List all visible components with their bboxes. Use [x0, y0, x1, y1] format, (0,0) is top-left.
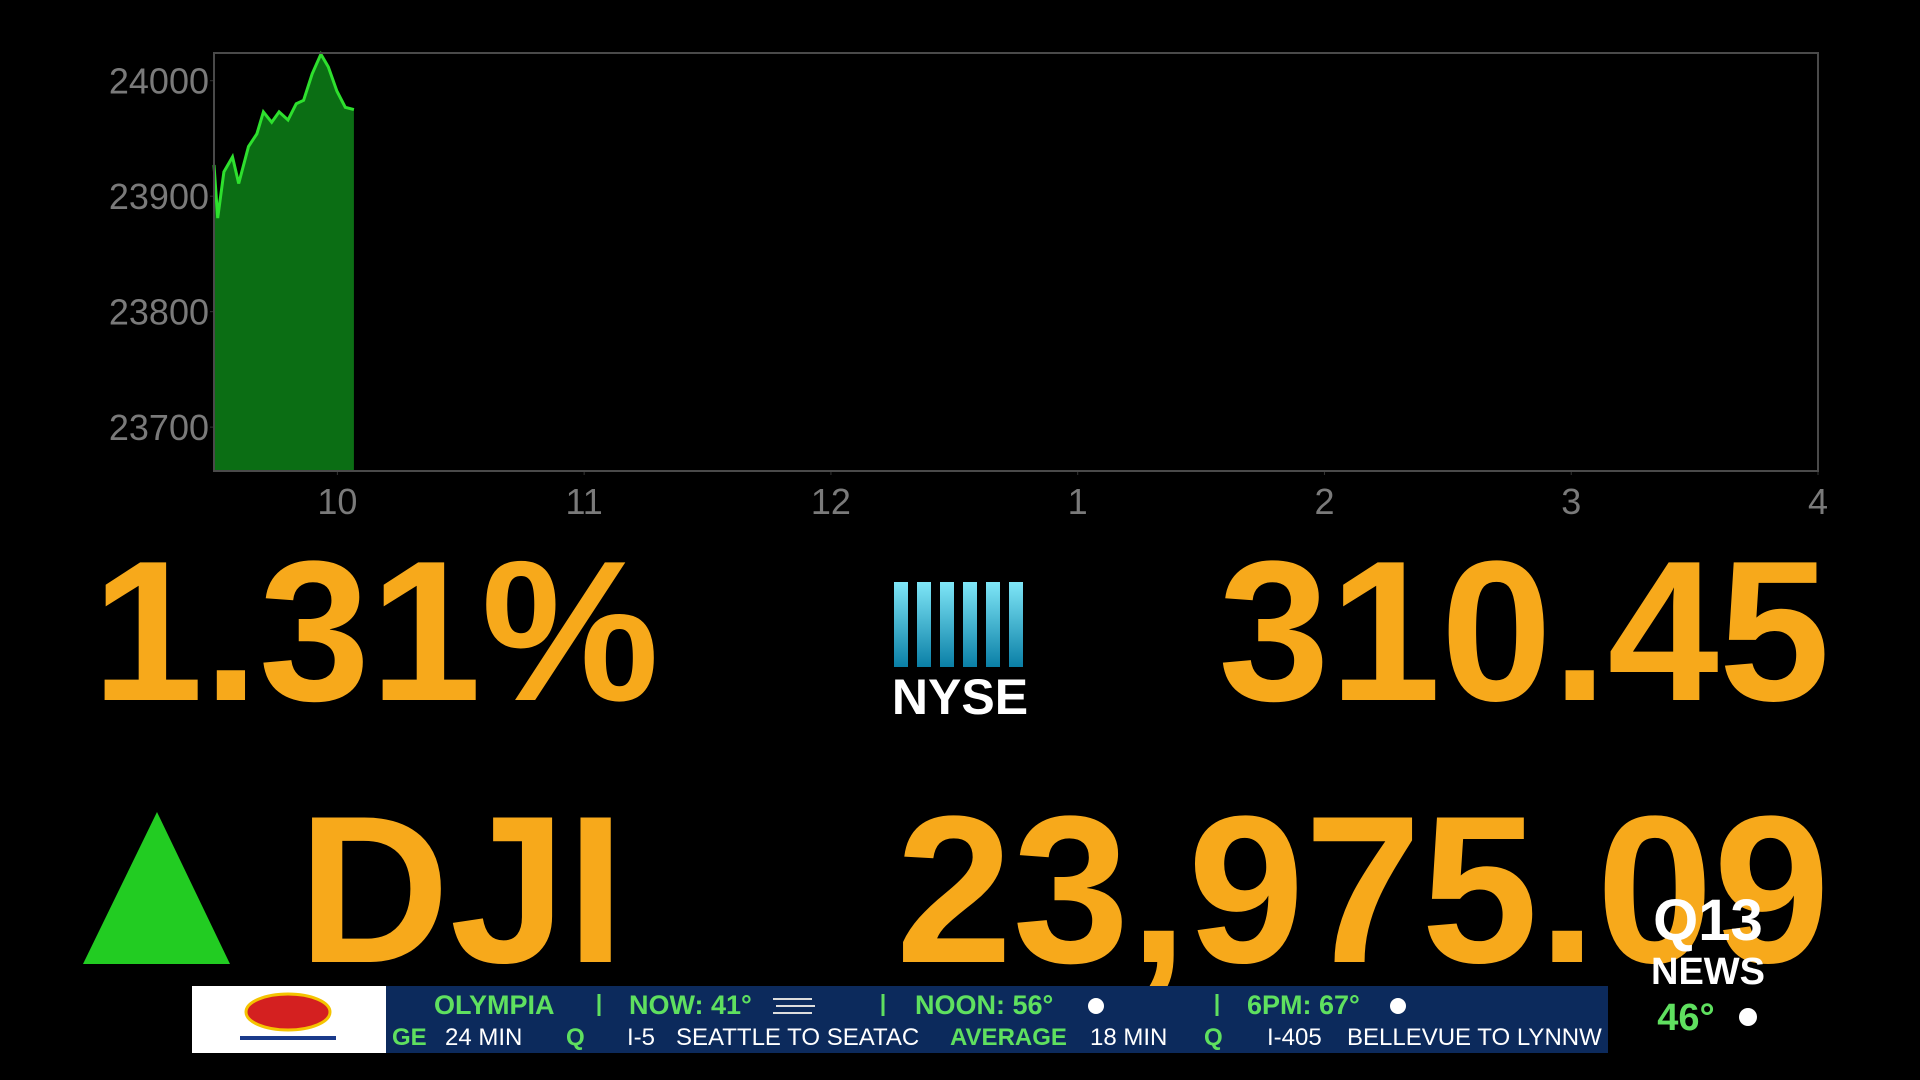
y-tick-label: 23900: [109, 176, 209, 217]
sun-icon: [1390, 998, 1406, 1014]
y-tick-label: 23800: [109, 292, 209, 333]
traffic-item: 24 MIN: [445, 1024, 522, 1051]
traffic-item: Q: [1204, 1024, 1223, 1051]
change-points: 310.45: [1218, 520, 1830, 743]
ticker-evening: 6PM: 67°: [1247, 990, 1360, 1020]
x-tick-label: 12: [811, 481, 851, 522]
y-tick-label: 23700: [109, 407, 209, 448]
fog-icon: [773, 998, 815, 1014]
y-tick-label: 24000: [109, 61, 209, 102]
traffic-item: GE: [392, 1024, 427, 1051]
x-tick-label: 2: [1314, 481, 1334, 522]
up-arrow: [83, 812, 230, 964]
ticker-bar: [192, 986, 1608, 1053]
x-tick-label: 10: [317, 481, 357, 522]
price: 23,975.09: [896, 772, 1830, 1007]
traffic-item: BELLEVUE TO LYNNW: [1347, 1024, 1602, 1051]
plot-frame: [213, 52, 1819, 472]
traffic-item: SEATTLE TO SEATAC: [676, 1024, 919, 1051]
sun-icon: [1088, 998, 1104, 1014]
x-tick-label: 3: [1561, 481, 1581, 522]
traffic-item: I-405: [1267, 1024, 1322, 1051]
line: [212, 50, 355, 219]
station-logo: Q13 NEWS 46°: [1651, 888, 1765, 1039]
sponsor-logo: [244, 992, 332, 1032]
sponsor-line: [240, 1036, 336, 1040]
traffic-item: AVERAGE: [950, 1024, 1067, 1051]
nyse-logo: NYSE: [892, 582, 1028, 725]
ticker-now: NOW: 41°: [629, 990, 752, 1020]
traffic-item: 18 MIN: [1090, 1024, 1167, 1051]
area: [214, 54, 354, 471]
traffic-item: Q: [566, 1024, 585, 1051]
traffic-item: I-5: [627, 1024, 655, 1051]
ticker: OLYMPIA NOW: 41° NOON: 56° 6PM: 67° GE 24…: [192, 986, 1608, 1053]
x-tick-label: 11: [565, 481, 602, 522]
station-name: Q13: [1653, 888, 1763, 953]
change-percent: 1.31%: [92, 520, 659, 743]
station-sub: NEWS: [1651, 951, 1765, 993]
sun-icon: [1739, 1008, 1757, 1026]
x-tick-label: 1: [1068, 481, 1088, 522]
traffic-row: GE 24 MIN Q I-5 SEATTLE TO SEATAC AVERAGE 18 M…: [392, 1024, 1602, 1051]
exchange: NYSE: [892, 669, 1028, 725]
ticker-noon: NOON: 56°: [915, 990, 1053, 1020]
station-temperature: 46°: [1657, 997, 1714, 1039]
symbol: DJI: [298, 772, 625, 1007]
x-tick-label: 4: [1808, 481, 1828, 522]
ticker-city: OLYMPIA: [434, 990, 555, 1020]
